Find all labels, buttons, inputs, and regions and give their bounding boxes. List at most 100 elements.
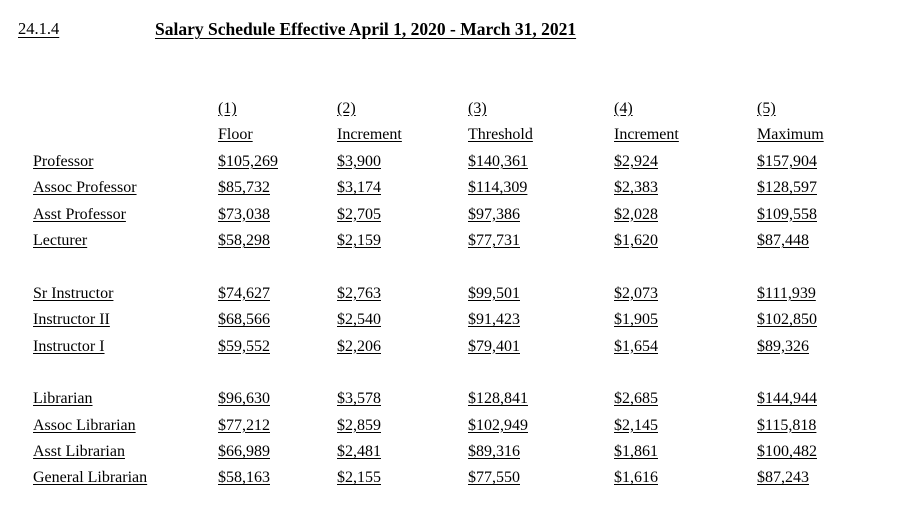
salary-value-cell: $2,159	[337, 228, 468, 254]
salary-value-cell: $73,038	[218, 202, 337, 228]
column-numbers-row: (1) (2) (3) (4) (5)	[33, 96, 907, 122]
table-row: Asst Professor $73,038 $2,705 $97,386 $2,028…	[33, 202, 907, 228]
salary-value-cell: $89,316	[468, 439, 614, 465]
column-number: (2)	[337, 100, 356, 117]
column-number: (3)	[468, 100, 487, 117]
salary-value: $140,361	[468, 152, 528, 170]
salary-value: $58,163	[218, 469, 270, 487]
salary-value: $115,818	[757, 416, 817, 434]
row-label: Sr Instructor	[33, 284, 114, 302]
salary-value-cell: $99,501	[468, 281, 614, 307]
salary-value-cell: $115,818	[757, 413, 907, 439]
salary-value-cell: $157,904	[757, 149, 907, 175]
row-label-cell: Sr Instructor	[33, 281, 218, 307]
salary-value: $105,269	[218, 152, 278, 170]
salary-value-cell: $2,481	[337, 439, 468, 465]
salary-value-cell: $102,850	[757, 307, 907, 333]
column-header: Increment	[614, 126, 679, 144]
salary-value-cell: $1,861	[614, 439, 757, 465]
salary-value: $96,630	[218, 390, 270, 408]
salary-value-cell: $102,949	[468, 413, 614, 439]
salary-value: $128,597	[757, 179, 817, 197]
row-label: Librarian	[33, 390, 93, 408]
salary-schedule-table: (1) (2) (3) (4) (5) Floor Increment Threshold In…	[33, 96, 907, 492]
salary-value-cell: $2,705	[337, 202, 468, 228]
row-label-cell: Instructor I	[33, 334, 218, 360]
salary-value-cell: $3,578	[337, 386, 468, 412]
salary-value: $2,073	[614, 284, 658, 302]
salary-value: $2,540	[337, 311, 381, 329]
salary-value-cell: $59,552	[218, 334, 337, 360]
salary-value-cell: $2,763	[337, 281, 468, 307]
column-header: Threshold	[468, 126, 533, 144]
salary-value: $2,155	[337, 469, 381, 487]
salary-value: $2,383	[614, 179, 658, 197]
row-label: Instructor I	[33, 337, 105, 355]
salary-value: $1,620	[614, 231, 658, 249]
salary-value: $1,861	[614, 443, 658, 461]
row-label-spacer-cell	[33, 96, 218, 122]
salary-value: $2,206	[337, 337, 381, 355]
salary-value: $114,309	[468, 179, 528, 197]
salary-value: $2,481	[337, 443, 381, 461]
salary-value: $2,924	[614, 152, 658, 170]
salary-value: $2,859	[337, 416, 381, 434]
column-number: (5)	[757, 100, 776, 117]
salary-value: $89,316	[468, 443, 520, 461]
salary-value-cell: $2,924	[614, 149, 757, 175]
salary-value: $1,616	[614, 469, 658, 487]
salary-value-cell: $2,685	[614, 386, 757, 412]
salary-value: $87,243	[757, 469, 809, 487]
group-spacer-row	[33, 254, 907, 280]
salary-value-cell: $58,298	[218, 228, 337, 254]
salary-value-cell: $66,989	[218, 439, 337, 465]
table-row: Sr Instructor $74,627 $2,763 $99,501 $2,073 $…	[33, 281, 907, 307]
table-row: Professor $105,269 $3,900 $140,361 $2,924 $15…	[33, 149, 907, 175]
salary-value: $3,900	[337, 152, 381, 170]
salary-value: $3,174	[337, 179, 381, 197]
salary-value: $73,038	[218, 205, 270, 223]
salary-value-cell: $111,939	[757, 281, 907, 307]
salary-value: $59,552	[218, 337, 270, 355]
salary-value-cell: $1,654	[614, 334, 757, 360]
salary-value: $58,298	[218, 231, 270, 249]
column-number-cell: (2)	[337, 96, 468, 122]
salary-value-cell: $2,145	[614, 413, 757, 439]
salary-value-cell: $96,630	[218, 386, 337, 412]
row-label-cell: General Librarian	[33, 465, 218, 491]
salary-value: $128,841	[468, 390, 528, 408]
salary-value-cell: $144,944	[757, 386, 907, 412]
row-label: Asst Professor	[33, 205, 126, 223]
row-label: Instructor II	[33, 311, 110, 329]
row-label: Assoc Librarian	[33, 416, 136, 434]
column-number: (4)	[614, 100, 633, 117]
table-row: Asst Librarian $66,989 $2,481 $89,316 $1,861…	[33, 439, 907, 465]
salary-value-cell: $77,731	[468, 228, 614, 254]
salary-value: $2,705	[337, 205, 381, 223]
salary-value-cell: $3,900	[337, 149, 468, 175]
salary-value-cell: $97,386	[468, 202, 614, 228]
salary-value: $79,401	[468, 337, 520, 355]
salary-value: $77,550	[468, 469, 520, 487]
row-label: General Librarian	[33, 469, 148, 487]
salary-value-cell: $114,309	[468, 175, 614, 201]
row-label: Professor	[33, 152, 94, 170]
row-label-cell: Assoc Librarian	[33, 413, 218, 439]
salary-value: $102,949	[468, 416, 528, 434]
column-number-cell: (4)	[614, 96, 757, 122]
salary-value: $2,685	[614, 390, 658, 408]
table-row: Assoc Professor $85,732 $3,174 $114,309 $2,3…	[33, 175, 907, 201]
salary-value: $2,763	[337, 284, 381, 302]
salary-value-cell: $140,361	[468, 149, 614, 175]
table-row: Instructor II $68,566 $2,540 $91,423 $1,905 $…	[33, 307, 907, 333]
salary-value-cell: $2,028	[614, 202, 757, 228]
row-label: Assoc Professor	[33, 179, 137, 197]
salary-value: $85,732	[218, 179, 270, 197]
column-number-cell: (3)	[468, 96, 614, 122]
salary-value: $66,989	[218, 443, 270, 461]
salary-value: $1,905	[614, 311, 658, 329]
column-header-cell: Increment	[337, 122, 468, 148]
salary-value: $91,423	[468, 311, 520, 329]
page-title: Salary Schedule Effective April 1, 2020 …	[155, 19, 577, 39]
column-headers-row: Floor Increment Threshold Increment Maximum	[33, 122, 907, 148]
